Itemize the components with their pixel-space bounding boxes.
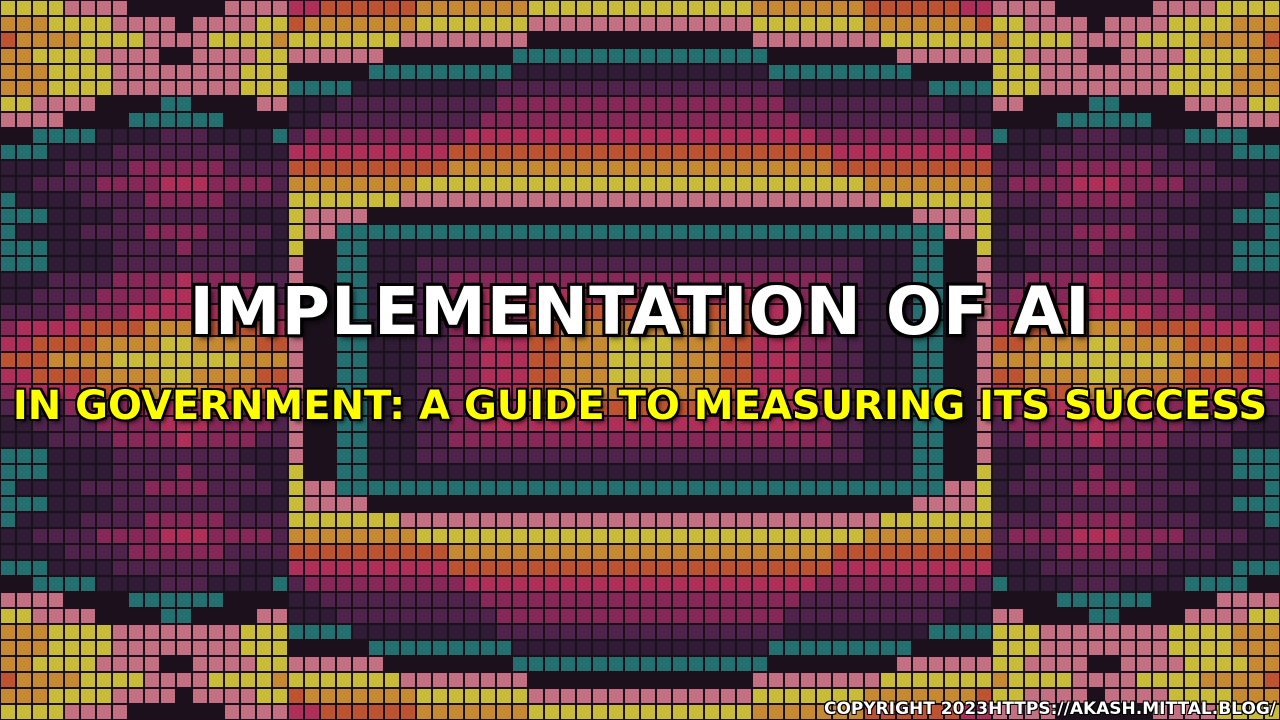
banner-title: IMPLEMENTATION OF AI bbox=[189, 273, 1091, 350]
banner-subtitle: IN GOVERNMENT: A GUIDE TO MEASURING ITS … bbox=[12, 383, 1268, 429]
copyright-notice: COPYRIGHT 2023HTTPS://AKASH.MITTAL.BLOG/ bbox=[823, 699, 1276, 719]
